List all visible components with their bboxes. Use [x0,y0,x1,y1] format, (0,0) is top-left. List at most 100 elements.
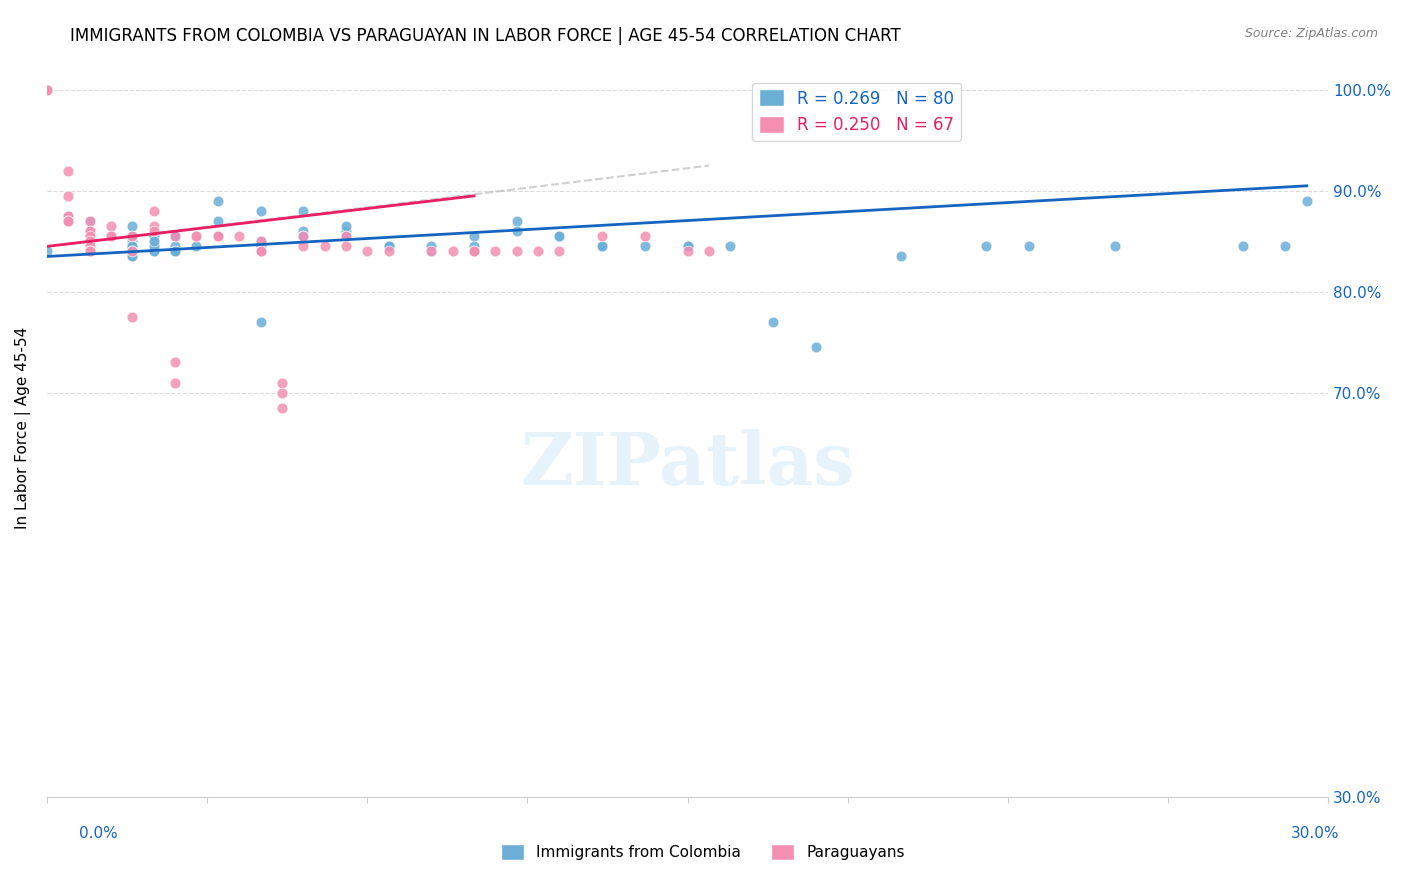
Point [463,244,485,259]
Point [249,244,271,259]
Point [207,214,229,228]
Point [79,244,101,259]
Point [121,244,143,259]
Point [591,239,613,253]
Point [79,235,101,249]
Point [165,376,187,390]
Y-axis label: In Labor Force | Age 45-54: In Labor Force | Age 45-54 [15,327,31,529]
Point [121,250,143,264]
Point [207,229,229,244]
Point [377,239,399,253]
Point [35,83,58,97]
Point [121,229,143,244]
Point [35,83,58,97]
Point [79,224,101,238]
Point [100,229,122,244]
Point [142,244,165,259]
Point [292,204,315,219]
Point [121,239,143,253]
Point [142,224,165,238]
Point [249,235,271,249]
Point [697,244,720,259]
Point [335,239,357,253]
Point [142,239,165,253]
Point [420,244,443,259]
Point [420,239,443,253]
Point [1104,239,1126,253]
Point [548,229,571,244]
Point [506,224,529,238]
Point [335,229,357,244]
Point [79,244,101,259]
Point [207,229,229,244]
Point [58,189,80,203]
Point [270,385,292,400]
Point [228,229,250,244]
Point [292,229,315,244]
Point [1232,239,1254,253]
Point [506,214,529,228]
Point [121,310,143,324]
Point [58,209,80,223]
Point [292,229,315,244]
Point [335,219,357,234]
Point [142,244,165,259]
Point [1295,194,1317,208]
Point [207,229,229,244]
Point [121,244,143,259]
Point [165,355,187,369]
Point [35,83,58,97]
Point [292,239,315,253]
Point [762,315,785,329]
Point [634,239,657,253]
Point [165,229,187,244]
Point [676,244,699,259]
Point [58,214,80,228]
Point [292,224,315,238]
Point [165,244,187,259]
Point [121,229,143,244]
Point [58,214,80,228]
Point [79,224,101,238]
Point [804,340,827,354]
Point [314,239,336,253]
Point [121,239,143,253]
Point [186,229,208,244]
Point [79,239,101,253]
Point [186,239,208,253]
Point [207,194,229,208]
Point [142,239,165,253]
Point [976,239,998,253]
Point [35,83,58,97]
Point [121,244,143,259]
Point [79,214,101,228]
Text: 30.0%: 30.0% [1291,827,1339,841]
Point [591,239,613,253]
Point [377,244,399,259]
Point [142,235,165,249]
Point [79,224,101,238]
Point [270,376,292,390]
Point [35,83,58,97]
Point [79,244,101,259]
Point [1274,239,1296,253]
Point [335,229,357,244]
Point [591,229,613,244]
Point [249,244,271,259]
Point [1018,239,1040,253]
Point [335,229,357,244]
Point [121,244,143,259]
Point [676,239,699,253]
Point [142,229,165,244]
Point [142,235,165,249]
Point [548,244,571,259]
Point [58,163,80,178]
Point [548,229,571,244]
Text: IMMIGRANTS FROM COLOMBIA VS PARAGUAYAN IN LABOR FORCE | AGE 45-54 CORRELATION CH: IMMIGRANTS FROM COLOMBIA VS PARAGUAYAN I… [70,27,901,45]
Point [441,244,464,259]
Point [121,219,143,234]
Point [79,235,101,249]
Point [634,229,657,244]
Point [165,244,187,259]
Point [100,219,122,234]
